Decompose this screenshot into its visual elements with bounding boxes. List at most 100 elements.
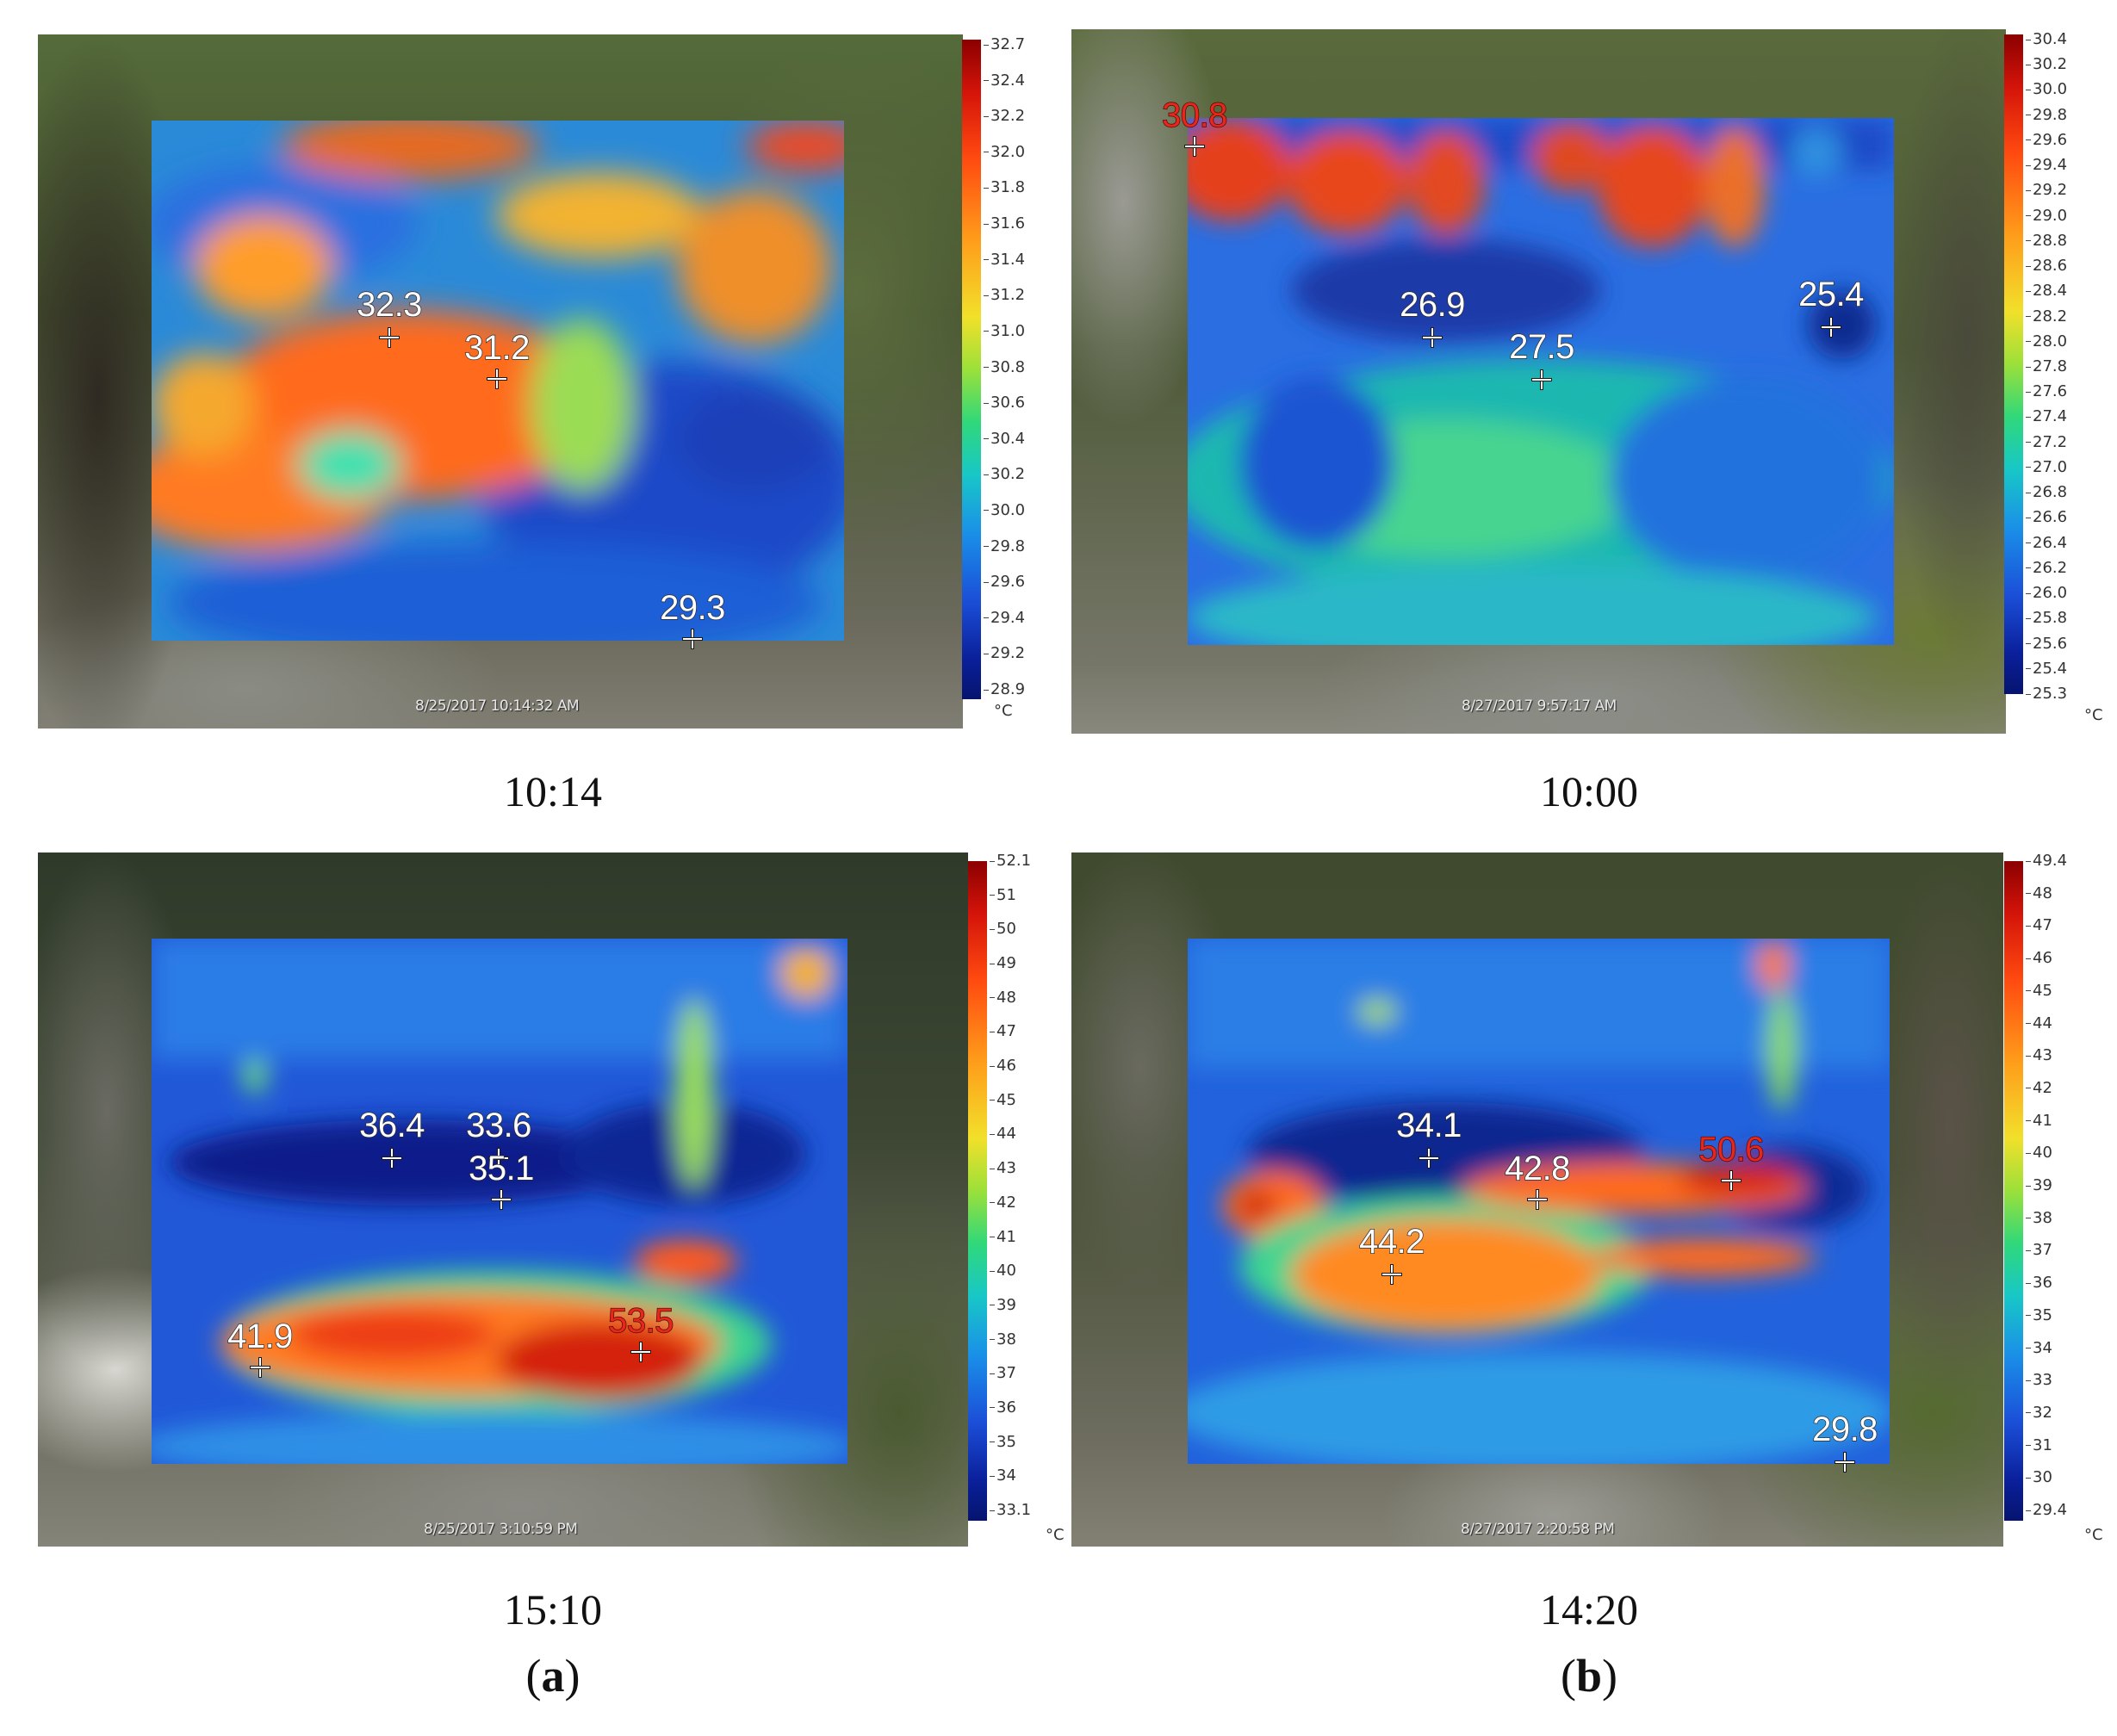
subfigure-label-b: (b) — [1560, 1650, 1618, 1702]
scale-tick-label: 33 — [2026, 1373, 2052, 1388]
scale-tick-label: 29.4 — [984, 610, 1025, 626]
scale-tick-label: 47 — [990, 1024, 1016, 1039]
scale-tick-label: 34 — [990, 1468, 1016, 1484]
crosshair-icon — [1532, 370, 1551, 389]
scale-tick-label: 31.6 — [984, 216, 1025, 232]
scale-tick-label: 42 — [2026, 1080, 2052, 1096]
crosshair-icon — [1382, 1265, 1401, 1284]
scale-tick-label: 27.0 — [2026, 459, 2067, 475]
scale-tick-label: 28.4 — [2026, 283, 2067, 299]
scale-tick-label: 41 — [990, 1229, 1016, 1245]
scale-tick-label: 30.0 — [984, 502, 1025, 518]
scale-tick-label: 47 — [2026, 918, 2052, 933]
timestamp: 8/27/2017 9:57:17 AM — [1462, 698, 1617, 715]
scale-tick-label: 46 — [990, 1058, 1016, 1074]
crosshair-icon — [1185, 137, 1204, 156]
scale-tick-label: 30 — [2026, 1470, 2052, 1485]
scale-tick-label: 36 — [2026, 1275, 2052, 1291]
unit-label: °C — [2084, 706, 2103, 724]
scale-tick-label: 30.6 — [984, 395, 1025, 411]
scale-tick-label: 28.9 — [984, 682, 1025, 698]
scale-tick-label: 30.4 — [984, 431, 1025, 447]
scale-tick-label: 51 — [990, 887, 1016, 903]
marker-value: 31.2 — [463, 328, 531, 367]
scale-tick-label: 40 — [2026, 1145, 2052, 1161]
scale-tick-label: 33.1 — [990, 1503, 1031, 1518]
scale-tick-label: 52.1 — [990, 853, 1031, 869]
marker-value: 32.3 — [356, 285, 423, 324]
color-scale-ticks: 49.4 48 47 46 45 44 43 42 41 40 39 38 37 36 35 34 33 32 31… — [2026, 853, 2095, 1518]
scale-tick-label: 27.2 — [2026, 434, 2067, 450]
scale-tick-label: 29.2 — [984, 646, 1025, 661]
scale-tick-label: 31.2 — [984, 288, 1025, 303]
marker-value: 25.4 — [1797, 275, 1865, 313]
scale-tick-label: 31.8 — [984, 180, 1025, 195]
scale-tick-label: 32.2 — [984, 108, 1025, 124]
crosshair-icon — [631, 1342, 650, 1361]
timestamp: 8/25/2017 10:14:32 AM — [415, 698, 580, 715]
scale-tick-label: 29.2 — [2026, 183, 2067, 198]
scale-tick-label: 38 — [990, 1331, 1016, 1348]
marker-value: 41.9 — [227, 1317, 294, 1355]
thermal-heatmap-1 — [152, 121, 844, 641]
timestamp: 8/27/2017 2:20:58 PM — [1461, 1521, 1615, 1538]
scale-tick-label: 25.6 — [2026, 636, 2067, 652]
marker-value: 29.8 — [1811, 1410, 1878, 1448]
scale-tick-label: 49 — [990, 956, 1016, 971]
crosshair-icon — [380, 328, 399, 347]
marker-value: 42.8 — [1504, 1149, 1571, 1187]
scale-tick-label: 25.3 — [2026, 686, 2067, 702]
garden-photo-2: 8/27/2017 9:57:17 AM 30.8 26.9 27.5 25.4 — [1071, 29, 2006, 734]
time-label: 14:20 — [1540, 1585, 1638, 1634]
garden-photo-4: 8/27/2017 2:20:58 PM 34.1 42.8 50.6 44.2… — [1071, 852, 2003, 1547]
scale-tick-label: 48 — [990, 989, 1016, 1006]
scale-tick-label: 29.6 — [984, 574, 1025, 590]
scale-tick-label: 32.7 — [984, 37, 1025, 53]
unit-label: °C — [1046, 1526, 1065, 1544]
scale-tick-label: 27.6 — [2026, 384, 2067, 400]
scale-tick-label: 25.8 — [2026, 611, 2067, 626]
color-scale-bar — [968, 861, 987, 1521]
crosshair-icon — [487, 369, 506, 388]
scale-tick-label: 26.4 — [2026, 535, 2067, 551]
scale-tick-label: 37 — [2026, 1243, 2052, 1258]
scale-tick-label: 37 — [990, 1366, 1016, 1381]
unit-label: °C — [2084, 1526, 2103, 1544]
scale-tick-label: 30.2 — [984, 467, 1025, 482]
scale-tick-label: 31.0 — [984, 323, 1025, 339]
scale-tick-label: 49.4 — [2026, 853, 2067, 869]
scale-tick-label: 41 — [2026, 1113, 2052, 1129]
crosshair-icon — [1419, 1149, 1438, 1168]
scale-tick-label: 26.2 — [2026, 560, 2067, 576]
color-scale-bar — [2004, 34, 2023, 694]
scale-tick-label: 30.8 — [984, 359, 1025, 375]
crosshair-icon — [251, 1358, 270, 1377]
scale-tick-label: 29.8 — [984, 538, 1025, 555]
scale-tick-label: 26.0 — [2026, 586, 2067, 601]
scale-tick-label: 39 — [2026, 1178, 2052, 1194]
thermal-overlay-4 — [1188, 939, 1890, 1464]
scale-tick-label: 26.6 — [2026, 510, 2067, 525]
thermal-overlay-3 — [152, 939, 847, 1464]
scale-tick-label: 43 — [2026, 1048, 2052, 1063]
scale-tick-label: 28.0 — [2026, 333, 2067, 350]
scale-tick-label: 31.4 — [984, 251, 1025, 268]
subfigure-label-a: (a) — [525, 1650, 580, 1702]
time-label: 15:10 — [504, 1585, 602, 1634]
scale-tick-label: 31 — [2026, 1437, 2052, 1454]
color-scale-bar — [962, 40, 981, 699]
scale-tick-label: 32.4 — [984, 72, 1025, 89]
time-label: 10:14 — [504, 767, 602, 815]
crosshair-icon — [492, 1190, 511, 1209]
marker-value: 27.5 — [1508, 327, 1575, 366]
scale-tick-label: 28.2 — [2026, 308, 2067, 325]
crosshair-icon — [489, 1149, 508, 1168]
scale-tick-label: 27.4 — [2026, 409, 2067, 425]
color-scale-ticks: 52.1 51 50 49 48 47 46 45 44 43 42 41 40 39 38 37 36 35 34… — [990, 853, 1058, 1518]
scale-tick-label: 28.8 — [2026, 232, 2067, 249]
marker-value: 44.2 — [1358, 1222, 1425, 1261]
scale-tick-label: 28.6 — [2026, 258, 2067, 274]
scale-tick-label: 35 — [990, 1434, 1016, 1450]
scale-tick-label: 46 — [2026, 951, 2052, 966]
scale-tick-label: 26.8 — [2026, 485, 2067, 500]
